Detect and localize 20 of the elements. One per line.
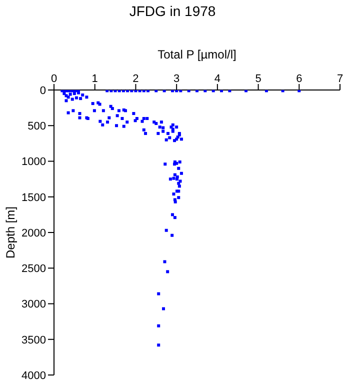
- x-tick-label: 3: [174, 73, 180, 85]
- x-tick-label: 0: [50, 73, 58, 85]
- y-tick-label: 1500: [22, 192, 46, 204]
- y-tick-label: 1000: [22, 156, 46, 168]
- x-tick-label: 7: [336, 73, 344, 85]
- y-tick-label: 3000: [22, 298, 46, 311]
- x-axis-title: Total P [µmol/l]: [158, 48, 236, 62]
- y-tick-label: 500: [28, 120, 46, 133]
- y-tick-label: 3500: [22, 334, 46, 346]
- x-tick-label: 1: [92, 73, 98, 85]
- x-tick-label: 4: [214, 73, 220, 85]
- y-axis-title: Depth [m]: [3, 206, 18, 259]
- x-tick-label: 6: [296, 73, 302, 85]
- chart-title: JFDG in 1978: [128, 3, 217, 19]
- y-tick-label: 0: [40, 84, 46, 97]
- x-tick-label: 2: [132, 73, 139, 85]
- x-tick-label: 5: [255, 73, 262, 85]
- y-tick-label: 2500: [22, 263, 46, 276]
- y-tick-label: 4000: [22, 370, 46, 382]
- y-tick-label: 2000: [22, 227, 46, 240]
